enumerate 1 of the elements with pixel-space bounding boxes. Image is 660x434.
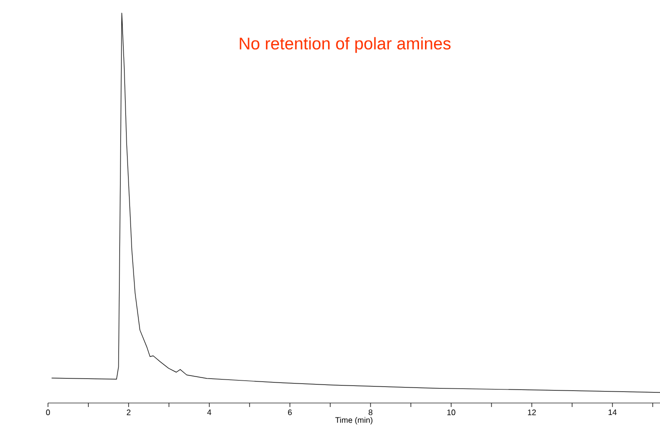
annotation: No retention of polar amines [240, 37, 451, 53]
